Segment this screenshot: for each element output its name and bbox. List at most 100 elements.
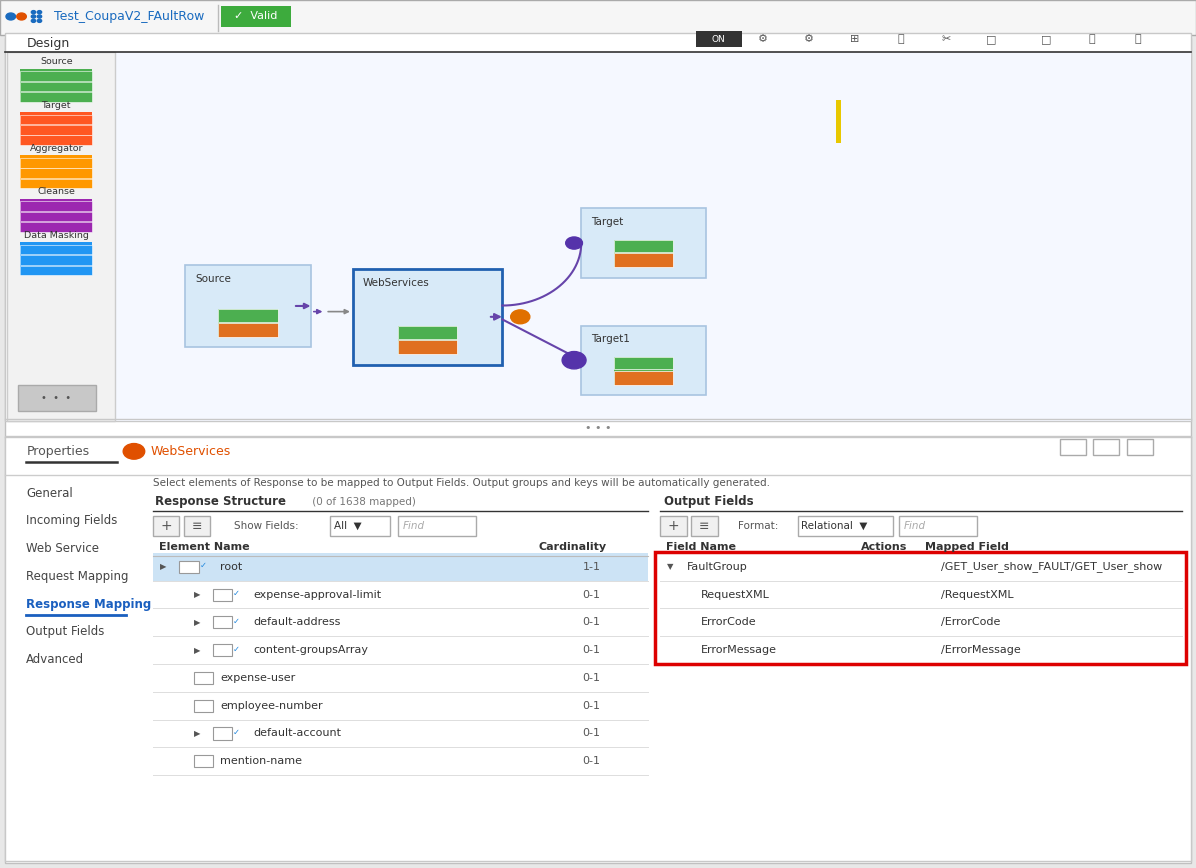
Text: (0 of 1638 mapped): (0 of 1638 mapped) — [309, 496, 415, 507]
Bar — [20, 255, 92, 265]
Bar — [20, 125, 92, 135]
Text: ▶: ▶ — [194, 646, 200, 654]
Text: 🔍: 🔍 — [1134, 34, 1141, 44]
Text: Advanced: Advanced — [26, 654, 85, 666]
Bar — [581, 326, 706, 395]
Bar — [153, 516, 179, 536]
Bar — [5, 33, 1191, 421]
Text: ErrorCode: ErrorCode — [701, 617, 757, 628]
Bar — [20, 115, 92, 124]
Text: ✓: ✓ — [233, 589, 240, 598]
Text: Element Name: Element Name — [159, 542, 250, 552]
Bar — [219, 323, 279, 337]
Text: default-account: default-account — [254, 728, 342, 739]
Bar — [614, 371, 673, 385]
Text: 1-1: 1-1 — [582, 562, 600, 572]
Text: Mapped Field: Mapped Field — [925, 542, 1008, 552]
Bar — [397, 326, 457, 339]
Bar — [7, 52, 115, 421]
Bar — [614, 357, 673, 385]
Text: /ErrorMessage: /ErrorMessage — [941, 645, 1021, 655]
Bar — [18, 385, 96, 411]
Circle shape — [511, 310, 530, 324]
Text: WebServices: WebServices — [151, 445, 231, 457]
Circle shape — [17, 13, 26, 20]
Text: ▼: ▼ — [667, 562, 673, 571]
Circle shape — [31, 15, 36, 18]
Bar — [115, 52, 1191, 421]
Bar — [397, 326, 457, 354]
Bar — [20, 179, 92, 188]
Text: ✓: ✓ — [233, 645, 240, 654]
Text: ≡: ≡ — [700, 520, 709, 532]
Bar — [899, 516, 977, 536]
Text: Properties: Properties — [26, 445, 90, 457]
Text: □: □ — [1042, 34, 1051, 44]
Text: 0-1: 0-1 — [582, 617, 600, 628]
Text: default-address: default-address — [254, 617, 341, 628]
Bar — [20, 69, 92, 102]
Text: expense-approval-limit: expense-approval-limit — [254, 589, 382, 600]
Bar — [194, 755, 213, 767]
Text: root: root — [220, 562, 243, 572]
Text: FaultGroup: FaultGroup — [687, 562, 748, 572]
Bar — [581, 208, 706, 278]
Bar — [219, 309, 279, 337]
Bar — [194, 700, 213, 712]
Text: Aggregator: Aggregator — [30, 144, 83, 153]
Text: ErrorMessage: ErrorMessage — [701, 645, 777, 655]
Text: Format:: Format: — [738, 521, 779, 531]
Text: Test_CoupaV2_FAultRow: Test_CoupaV2_FAultRow — [54, 10, 205, 23]
Bar — [20, 82, 92, 91]
Text: Source: Source — [39, 57, 73, 66]
Text: General: General — [26, 487, 73, 499]
Bar — [20, 222, 92, 232]
Bar — [1127, 439, 1153, 455]
Bar — [655, 551, 1186, 664]
Text: Source: Source — [195, 273, 231, 284]
Circle shape — [6, 13, 16, 20]
Bar — [194, 672, 213, 684]
Text: 0-1: 0-1 — [582, 673, 600, 683]
Text: ▶: ▶ — [194, 618, 200, 627]
Text: Find: Find — [403, 521, 425, 531]
Bar — [696, 31, 742, 47]
Circle shape — [566, 237, 582, 249]
Text: Field Name: Field Name — [666, 542, 737, 552]
Bar — [20, 242, 92, 275]
Text: Relational  ▼: Relational ▼ — [801, 521, 867, 531]
Bar — [20, 245, 92, 254]
Bar — [5, 436, 1191, 861]
Text: ▶: ▶ — [160, 562, 166, 571]
Text: 0-1: 0-1 — [582, 645, 600, 655]
Bar — [614, 357, 673, 369]
Text: Design: Design — [26, 37, 69, 49]
Circle shape — [31, 10, 36, 14]
Text: ✓: ✓ — [233, 617, 240, 626]
Bar — [660, 516, 687, 536]
Bar — [153, 553, 648, 581]
Bar — [213, 644, 232, 656]
Text: ▶: ▶ — [194, 590, 200, 599]
Text: Response Mapping: Response Mapping — [26, 598, 152, 610]
Text: ✓: ✓ — [233, 728, 240, 737]
Bar — [20, 266, 92, 275]
Bar — [614, 253, 673, 267]
Circle shape — [123, 444, 145, 459]
Bar — [20, 168, 92, 178]
Text: Find: Find — [904, 521, 926, 531]
Bar — [20, 71, 92, 81]
Text: ✂: ✂ — [941, 34, 951, 44]
Text: content-groupsArray: content-groupsArray — [254, 645, 368, 655]
Text: Web Service: Web Service — [26, 542, 99, 555]
Bar — [798, 516, 893, 536]
Text: /ErrorCode: /ErrorCode — [941, 617, 1001, 628]
Text: Cardinality: Cardinality — [538, 542, 606, 552]
Text: WebServices: WebServices — [362, 278, 429, 288]
Text: 🔍: 🔍 — [1088, 34, 1096, 44]
Text: • • •: • • • — [585, 423, 611, 433]
Text: employee-number: employee-number — [220, 700, 323, 711]
Bar — [397, 340, 457, 354]
Text: Target: Target — [591, 217, 623, 227]
Bar — [185, 265, 311, 347]
